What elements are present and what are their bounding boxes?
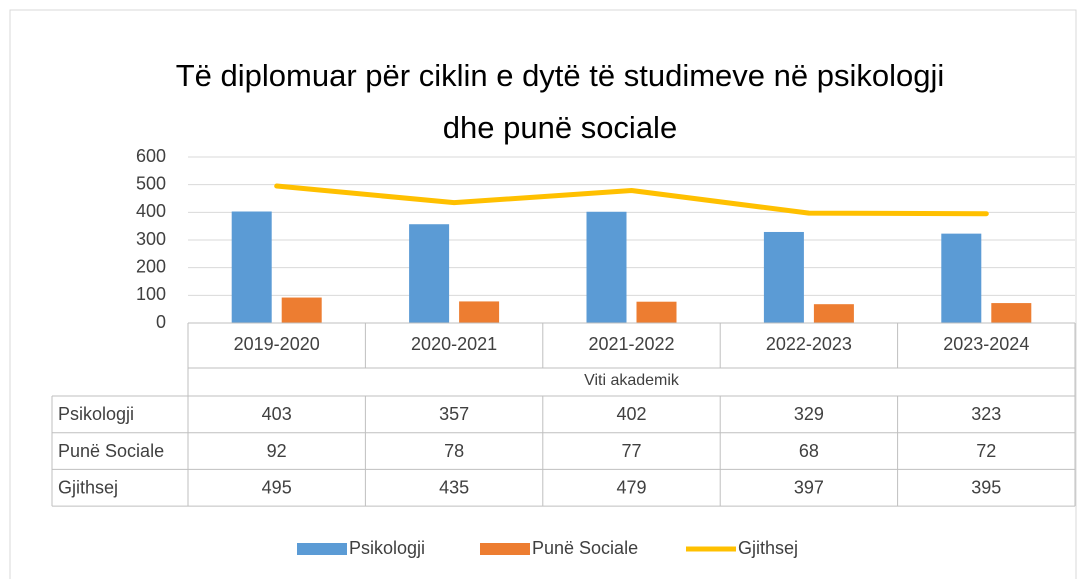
bar (636, 301, 677, 323)
table-cell: 479 (616, 478, 646, 498)
y-tick-label: 400 (136, 201, 166, 221)
bar (763, 231, 804, 323)
x-tick-label: 2021-2022 (588, 334, 674, 354)
legend-swatch (297, 543, 347, 555)
table-row-label: Punë Sociale (58, 441, 164, 461)
legend-label: Punë Sociale (532, 538, 638, 558)
y-tick-label: 500 (136, 173, 166, 193)
table-cell: 395 (971, 478, 1001, 498)
table-cell: 329 (794, 404, 824, 424)
x-tick-label: 2019-2020 (234, 334, 320, 354)
table-cell: 402 (616, 404, 646, 424)
bar (281, 297, 322, 323)
chart-title: Të diplomuar për ciklin e dytë të studim… (176, 58, 945, 93)
y-tick-label: 300 (136, 229, 166, 249)
legend-swatch (480, 543, 530, 555)
bar (586, 211, 627, 323)
bar (409, 224, 450, 323)
x-tick-label: 2020-2021 (411, 334, 497, 354)
chart-title: dhe punë sociale (443, 110, 677, 145)
bar (459, 301, 500, 323)
legend-label: Psikologji (349, 538, 425, 558)
table-cell: 323 (971, 404, 1001, 424)
bar (941, 233, 982, 323)
y-tick-label: 0 (156, 312, 166, 332)
legend-label: Gjithsej (738, 538, 798, 558)
table-cell: 435 (439, 478, 469, 498)
y-tick-label: 200 (136, 256, 166, 276)
bar (991, 303, 1032, 323)
table-cell: 397 (794, 478, 824, 498)
table-cell: 78 (444, 441, 464, 461)
bar (231, 211, 272, 323)
y-tick-label: 100 (136, 284, 166, 304)
y-tick-label: 600 (136, 146, 166, 166)
table-cell: 92 (267, 441, 287, 461)
x-tick-label: 2023-2024 (943, 334, 1029, 354)
table-cell: 357 (439, 404, 469, 424)
bar (813, 304, 854, 323)
table-cell: 403 (262, 404, 292, 424)
table-cell: 68 (799, 441, 819, 461)
x-axis-label: Viti akademik (584, 372, 680, 389)
table-cell: 77 (621, 441, 641, 461)
table-row-label: Psikologji (58, 404, 134, 424)
table-cell: 72 (976, 441, 996, 461)
table-row-label: Gjithsej (58, 478, 118, 498)
table-cell: 495 (262, 478, 292, 498)
x-tick-label: 2022-2023 (766, 334, 852, 354)
line (274, 183, 989, 217)
